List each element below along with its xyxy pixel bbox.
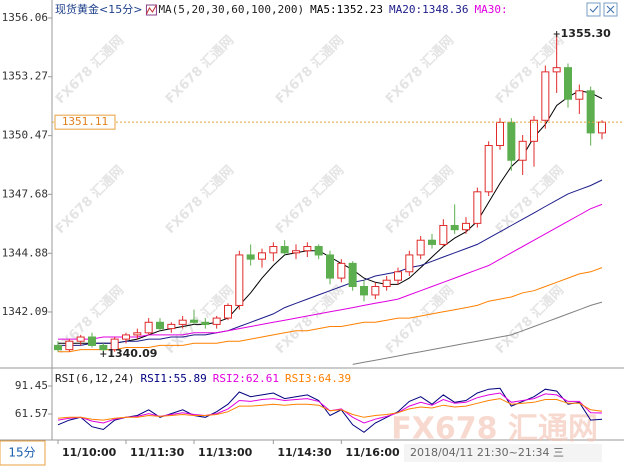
legend-entry: RSI2:62.61 (213, 372, 279, 385)
candle-body (598, 121, 606, 134)
candle-body (564, 67, 572, 100)
ma-icon-line (145, 4, 157, 15)
candle-body (178, 319, 187, 325)
y-tick-label: 61.57 (15, 407, 48, 420)
candle-body (450, 224, 459, 231)
candle-body (348, 262, 357, 288)
cursor-time: 2018/04/11 21:30~21:34 三 (410, 446, 564, 459)
x-tick-label: 11/11:30 (130, 446, 185, 459)
extreme-marker (553, 30, 560, 37)
y-tick-label: 1347.68 (2, 187, 48, 200)
extreme-label: 1340.09 (107, 347, 157, 360)
candle-body (235, 254, 244, 306)
candle-body (280, 246, 289, 254)
y-tick-label: 1344.88 (2, 246, 48, 259)
rsi-line (57, 398, 603, 421)
chart-title: 现货黄金<15分> (55, 2, 142, 16)
candle-body (76, 336, 85, 342)
candle-body (258, 252, 266, 260)
ma-line (58, 267, 603, 353)
candle-body (190, 319, 198, 323)
candle-body (201, 321, 210, 325)
last-price: 1351.11 (62, 115, 108, 128)
legend-entry: MA30: (474, 3, 507, 16)
candle-body (473, 191, 482, 224)
ma-line (58, 179, 603, 346)
x-tick-label: 11/14:30 (277, 446, 332, 459)
x-tick-label: 11/16:00 (345, 446, 400, 459)
candle-body (360, 286, 368, 296)
candle-body (224, 304, 232, 319)
candle-body (575, 90, 584, 100)
y-tick-label: 1342.09 (2, 305, 48, 318)
candle-body (496, 121, 504, 147)
settings-button[interactable] (586, 2, 601, 17)
y-tick-label: 1353.27 (2, 70, 48, 83)
legend-entry: MA20:1348.36 (389, 3, 468, 16)
extreme-marker (100, 351, 107, 358)
last-price-box (54, 114, 116, 130)
candle-body (541, 71, 550, 121)
candle-body (167, 323, 176, 330)
legend-entry: MA5:1352.23 (310, 3, 383, 16)
candle-body (507, 121, 516, 161)
candle-body (88, 336, 96, 346)
candle-body (314, 246, 323, 256)
candle-body (530, 119, 538, 142)
candle-body (156, 321, 164, 330)
y-tick-label: 91.45 (15, 379, 48, 392)
candle-body (144, 321, 153, 334)
candle-body (110, 338, 119, 351)
candle-body (371, 286, 380, 296)
candle-body (394, 271, 402, 281)
cursor-time-box (404, 444, 602, 462)
candle-body (337, 262, 346, 279)
x-tick-label: 11/13:00 (198, 446, 253, 459)
candle-body (416, 239, 425, 256)
candle-body (303, 246, 312, 252)
candle-body (484, 145, 493, 193)
candle-body (586, 90, 595, 134)
candle-body (122, 334, 130, 340)
candle-body (292, 250, 300, 254)
period-box[interactable] (0, 440, 46, 466)
period-label: 15分 (8, 446, 35, 460)
y-tick-label: 1356.06 (2, 11, 48, 24)
candle-body (552, 67, 561, 73)
candle-body (326, 254, 334, 279)
candle-body (246, 254, 255, 260)
candle-body (99, 344, 108, 351)
candle-body (54, 344, 62, 351)
candle-body (462, 222, 470, 231)
rsi-line (57, 387, 603, 433)
candle-body (405, 254, 414, 273)
y-tick-label: 1350.47 (2, 129, 48, 142)
candle-body (133, 332, 142, 336)
ma-line (352, 301, 603, 365)
extreme-label: 1355.30 (561, 27, 611, 40)
close-icon (606, 5, 615, 14)
indicator: RSI(6,12,24) (55, 372, 134, 385)
indicator: MA(5,20,30,60,100,200) (158, 3, 304, 16)
candle-body (382, 279, 391, 288)
candle-body (518, 140, 527, 161)
legend-entry: RSI3:64.39 (285, 372, 351, 385)
check-icon (589, 5, 599, 13)
x-tick-label: 11/10:00 (62, 446, 117, 459)
logo: FX678 汇通网 (391, 412, 598, 447)
candle-body (439, 224, 448, 245)
candle-body (212, 317, 221, 325)
candle-body (269, 246, 278, 254)
legend-entry: RSI1:55.89 (140, 372, 206, 385)
candle-body (428, 239, 436, 245)
candle-body (65, 340, 74, 351)
